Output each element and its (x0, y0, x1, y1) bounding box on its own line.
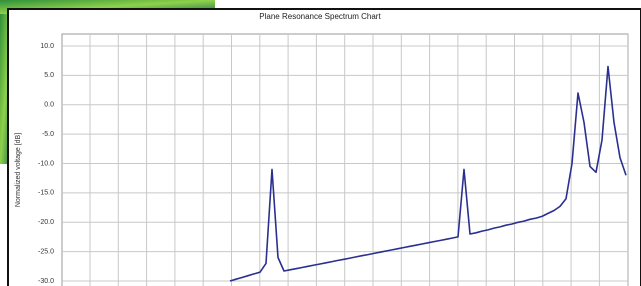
y-tick-label: 0.0 (44, 102, 54, 109)
y-tick-label: -10.0 (38, 160, 54, 167)
y-tick-label: -15.0 (38, 190, 54, 197)
chart-title: Plane Resonance Spectrum Chart (259, 12, 381, 21)
y-tick-label: 10.0 (40, 43, 54, 50)
y-tick-label: 5.0 (44, 72, 54, 79)
page: {"chart_data": {"type": "line", "title":… (0, 0, 641, 286)
chart: Plane Resonance Spectrum Chart Normalize… (0, 0, 641, 286)
y-tick-label: -20.0 (38, 219, 54, 226)
y-tick-label: -25.0 (38, 248, 54, 255)
chart-frame (8, 9, 641, 286)
y-tick-label: -5.0 (42, 131, 54, 138)
y-axis-label: Normalized voltage [dB] (15, 133, 22, 207)
y-tick-label: -30.0 (38, 278, 54, 285)
